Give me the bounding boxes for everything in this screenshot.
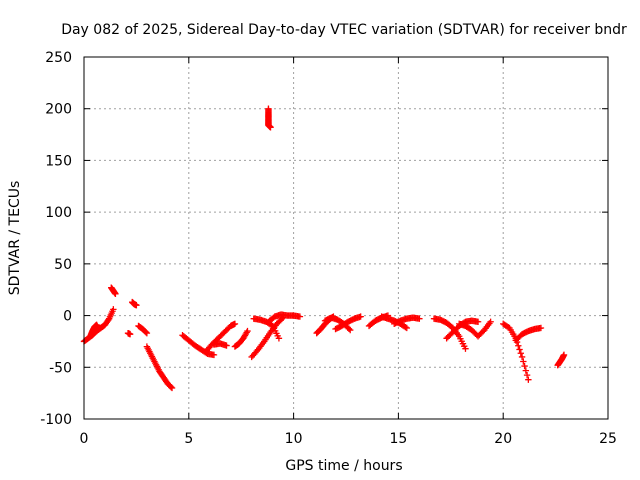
data-point-track-18 bbox=[346, 326, 354, 334]
data-point-track-24 bbox=[474, 318, 482, 325]
y-tick-label: -100 bbox=[40, 412, 72, 428]
data-point-track-12 bbox=[244, 327, 251, 335]
data-point-track-05 bbox=[126, 330, 134, 338]
y-tick-label: 200 bbox=[45, 102, 72, 118]
data-point-track-07 bbox=[143, 329, 151, 337]
x-tick-label: 0 bbox=[80, 431, 89, 447]
data-point-track-12 bbox=[243, 329, 250, 336]
data-point-track-28 bbox=[560, 351, 568, 359]
data-point-track-22 bbox=[416, 315, 423, 322]
data-point-track-07 bbox=[142, 329, 150, 336]
data-point-track-08 bbox=[168, 384, 176, 392]
data-point-track-08 bbox=[167, 383, 175, 391]
chart-title: Day 082 of 2025, Sidereal Day-to-day VTE… bbox=[61, 22, 627, 38]
data-point-track-03 bbox=[110, 306, 117, 313]
data-point-track-23 bbox=[462, 345, 469, 352]
y-tick-label: 50 bbox=[54, 257, 72, 273]
y-tick-label: 250 bbox=[45, 50, 72, 66]
data-point-track-09 bbox=[210, 351, 218, 359]
data-point-track-16 bbox=[267, 124, 274, 131]
data-point-track-25 bbox=[487, 318, 494, 325]
y-tick-label: 100 bbox=[45, 205, 72, 221]
data-point-track-18 bbox=[345, 325, 353, 333]
data-point-track-26 bbox=[521, 362, 528, 370]
y-tick-label: -50 bbox=[49, 360, 72, 376]
x-axis-label: GPS time / hours bbox=[285, 458, 402, 474]
y-tick-label: 150 bbox=[45, 153, 72, 169]
x-tick-label: 10 bbox=[285, 431, 303, 447]
data-point-track-13 bbox=[275, 335, 283, 342]
data-point-track-21 bbox=[402, 323, 409, 331]
data-point-track-26 bbox=[522, 367, 530, 374]
data-point-track-26 bbox=[518, 353, 526, 361]
data-point-track-26 bbox=[525, 376, 532, 383]
data-point-track-15 bbox=[296, 313, 304, 320]
data-point-track-11 bbox=[223, 342, 230, 349]
x-tick-label: 5 bbox=[184, 431, 193, 447]
data-point-track-19 bbox=[357, 313, 364, 320]
data-point-track-26 bbox=[523, 371, 531, 379]
y-axis-label: SDTVAR / TECUs bbox=[7, 181, 23, 296]
plot-frame bbox=[83, 56, 609, 420]
data-points bbox=[80, 105, 568, 392]
data-point-track-10 bbox=[231, 320, 239, 328]
data-point-track-26 bbox=[516, 346, 523, 353]
data-point-track-26 bbox=[515, 342, 522, 349]
grid-lines bbox=[84, 57, 608, 419]
axis-ticks: 0 5 10 15 20 25 -100 -50 0 50 100 150 200 250 bbox=[40, 50, 617, 447]
data-point-track-06 bbox=[133, 302, 140, 309]
data-point-track-21 bbox=[403, 324, 410, 332]
data-point-track-26 bbox=[517, 350, 525, 357]
y-tick-label: 0 bbox=[63, 309, 72, 325]
x-tick-label: 20 bbox=[494, 431, 512, 447]
x-tick-label: 25 bbox=[599, 431, 617, 447]
data-point-track-27 bbox=[537, 324, 545, 332]
data-point-track-04 bbox=[112, 290, 119, 298]
x-tick-label: 15 bbox=[389, 431, 407, 447]
data-point-track-26 bbox=[520, 358, 527, 365]
